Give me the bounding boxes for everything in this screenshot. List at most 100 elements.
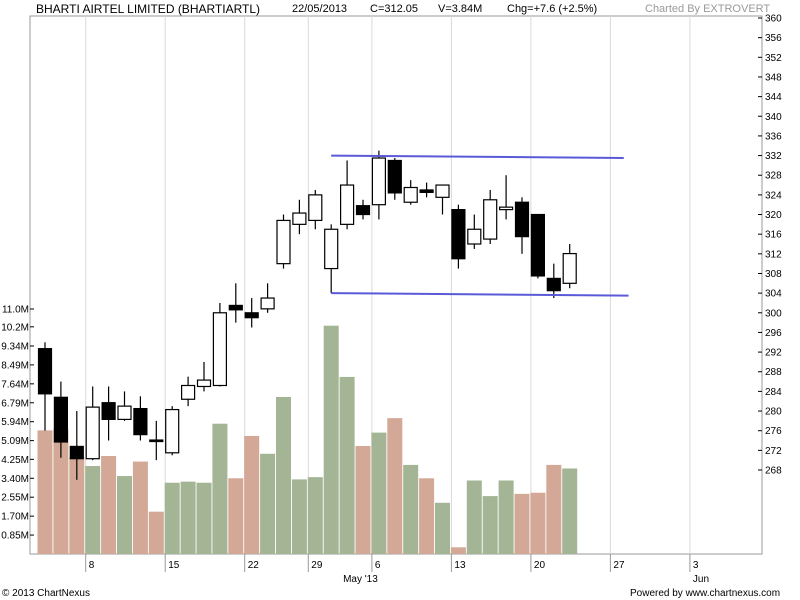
volume-bar xyxy=(164,482,180,554)
volume-axis: 0.85M 1.70M 2.55M 3.40M 4.25M 5.09M 5.94M 6.79M… xyxy=(1,305,34,542)
candle-body xyxy=(85,406,100,460)
price-tick-label: 300 xyxy=(765,308,782,319)
volume-tick-label: 8.49M xyxy=(1,360,29,371)
volume-tick-label: 5.09M xyxy=(1,436,29,447)
candle-body xyxy=(53,396,69,443)
price-tick-label: 340 xyxy=(765,112,782,123)
volume-bar xyxy=(450,547,466,554)
trendline xyxy=(331,154,624,160)
candle-body xyxy=(149,439,164,443)
price-tick-label: 348 xyxy=(765,72,782,83)
volume-bar xyxy=(371,432,387,554)
price-tick-label: 268 xyxy=(765,466,782,477)
volume-bar xyxy=(482,496,498,554)
volume-bar xyxy=(323,325,339,554)
candle-body xyxy=(403,186,418,203)
price-tick-label: 344 xyxy=(765,92,782,103)
volume-bar xyxy=(180,481,196,554)
date-tick-label: 29 xyxy=(311,560,323,571)
candle-body xyxy=(499,206,514,211)
date-tick-label: 22 xyxy=(248,560,260,571)
candle-body xyxy=(355,205,371,216)
volume-bar xyxy=(212,423,228,554)
candle-body xyxy=(212,312,227,387)
powered-by-link[interactable]: Powered by www.chartnexus.com xyxy=(630,588,781,599)
volume-bar xyxy=(69,457,85,554)
price-tick-label: 308 xyxy=(765,269,782,280)
volume-bar xyxy=(244,435,260,554)
volume-bar xyxy=(419,478,435,554)
date-tick-label: 3 xyxy=(693,560,699,571)
price-tick-label: 316 xyxy=(765,230,782,241)
date-tick-label: 27 xyxy=(613,560,625,571)
candle-body xyxy=(451,209,466,260)
date-sub-label: Jun xyxy=(693,574,709,585)
candle-body xyxy=(196,379,212,388)
price-tick-label: 276 xyxy=(765,426,782,437)
volume-bars xyxy=(37,325,578,554)
price-tick-label: 296 xyxy=(765,328,782,339)
price-tick-label: 272 xyxy=(765,446,782,457)
volume-bar xyxy=(85,466,101,554)
price-tick-label: 332 xyxy=(765,151,782,162)
volume-bar xyxy=(101,456,117,554)
candle-body xyxy=(371,157,386,206)
header-date: 22/05/2013 xyxy=(292,3,348,15)
candle-body xyxy=(546,277,561,292)
header-volume: V=3.84M xyxy=(438,3,483,15)
candle-body xyxy=(467,228,482,245)
copyright: © 2013 ChartNexus xyxy=(2,588,90,599)
volume-tick-label: 1.70M xyxy=(1,512,29,523)
volume-bar xyxy=(498,480,514,554)
price-tick-label: 304 xyxy=(765,289,782,300)
volume-tick-label: 9.34M xyxy=(1,341,29,352)
price-tick-label: 284 xyxy=(765,387,782,398)
price-tick-label: 356 xyxy=(765,33,782,44)
volume-tick-label: 7.64M xyxy=(1,379,29,390)
candle-body xyxy=(101,402,116,420)
candle-body xyxy=(228,304,243,311)
volume-bar xyxy=(355,445,371,554)
date-sub-label: May '13 xyxy=(343,574,378,585)
volume-tick-label: 10.2M xyxy=(1,322,29,333)
charted-by: Charted By EXTROVERT xyxy=(645,3,771,15)
volume-bar xyxy=(514,493,530,554)
candlesticks xyxy=(37,150,577,480)
grid xyxy=(85,16,691,554)
date-tick-label: 8 xyxy=(89,560,95,571)
candle-body xyxy=(117,405,132,420)
date-tick-label: 6 xyxy=(375,560,381,571)
price-tick-label: 320 xyxy=(765,210,782,221)
candle-body xyxy=(244,312,259,319)
volume-bar xyxy=(403,464,419,554)
candle-body xyxy=(260,297,275,310)
candle-body xyxy=(37,348,53,395)
date-tick-label: 15 xyxy=(168,560,180,571)
trendline xyxy=(331,292,629,297)
volume-bar xyxy=(37,430,53,554)
volume-tick-label: 3.40M xyxy=(1,474,29,485)
volume-bar xyxy=(339,376,355,554)
chart-title: BHARTI AIRTEL LIMITED (BHARTIARTL) xyxy=(36,2,261,16)
volume-bar xyxy=(132,461,148,554)
candle-body xyxy=(324,228,339,270)
volume-bar xyxy=(530,492,546,554)
candle-body xyxy=(419,189,434,194)
candle-body xyxy=(483,199,498,240)
volume-bar xyxy=(276,396,291,554)
candle-body xyxy=(435,184,450,198)
candle-body xyxy=(387,159,402,194)
volume-bar xyxy=(562,468,578,554)
volume-bar xyxy=(466,480,482,554)
volume-tick-label: 0.85M xyxy=(1,531,29,542)
candle-body xyxy=(514,201,530,238)
price-tick-label: 312 xyxy=(765,249,782,260)
header-change: Chg=+7.6 (+2.5%) xyxy=(507,3,598,15)
price-axis: 268 272 276 280 284 288 292 296 300 304 308 312 316 3… xyxy=(758,14,782,477)
price-tick-label: 328 xyxy=(765,171,782,182)
candle-body xyxy=(292,212,307,225)
price-tick-label: 324 xyxy=(765,190,782,201)
volume-bar xyxy=(546,464,562,554)
price-tick-label: 360 xyxy=(765,14,782,25)
